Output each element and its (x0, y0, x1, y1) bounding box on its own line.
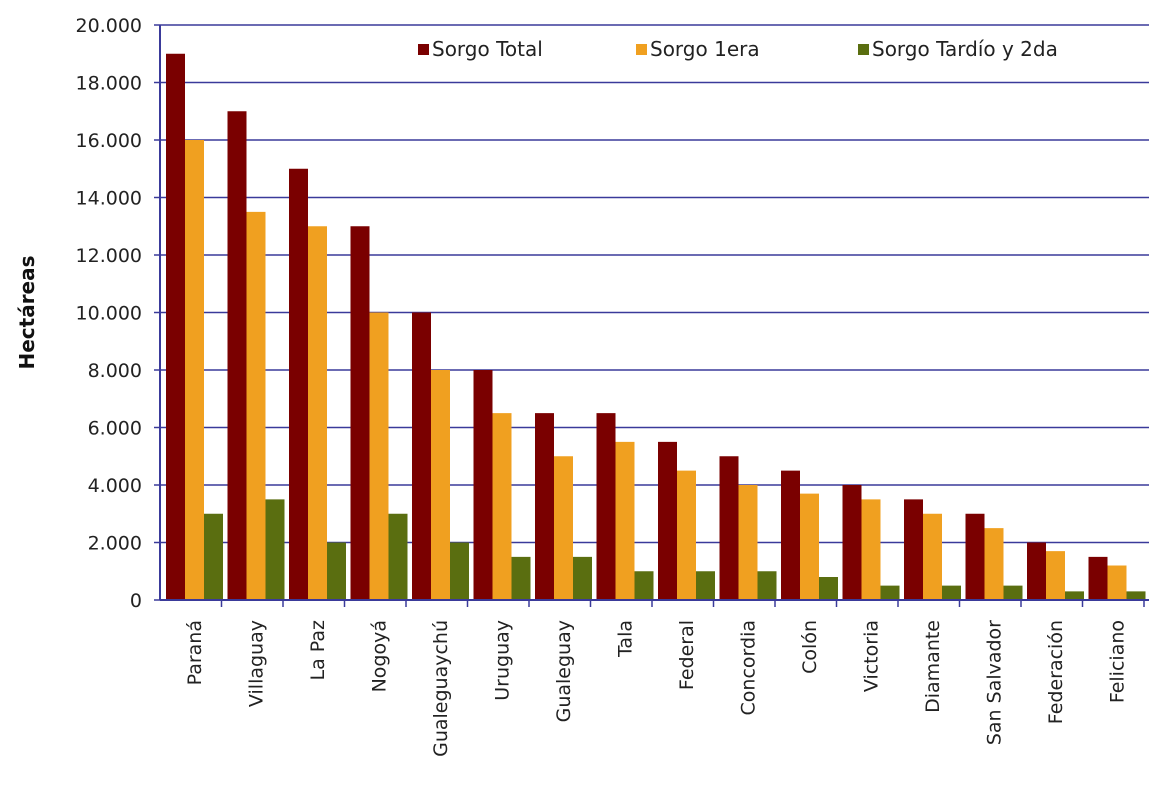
bar-sorgo-1era (554, 456, 573, 600)
bar-sorgo-total (842, 485, 862, 600)
bar-sorgo-1era (738, 485, 758, 600)
bar-sorgo-tard-o-y-2da (1126, 591, 1146, 600)
bar-sorgo-1era (492, 413, 512, 600)
y-axis-label: Hectáreas (15, 255, 39, 369)
x-tick-label: Gualeguay (553, 620, 575, 722)
bar-sorgo-1era (308, 226, 327, 600)
bar-sorgo-total (227, 111, 247, 600)
bar-sorgo-total (904, 499, 923, 600)
bar-sorgo-1era (246, 211, 266, 600)
x-tick-label: San Salvador (983, 620, 1005, 745)
y-tick-label: 20.000 (76, 15, 142, 37)
bar-sorgo-1era (431, 370, 450, 600)
bar-sorgo-tard-o-y-2da (634, 571, 654, 600)
bar-sorgo-1era (677, 470, 696, 600)
bar-sorgo-tard-o-y-2da (757, 571, 777, 600)
bar-sorgo-total (166, 53, 185, 600)
x-tick-label: Paraná (184, 620, 206, 685)
bar-sorgo-total (289, 168, 308, 600)
bar-sorgo-total (473, 370, 493, 600)
x-tick-label: Villaguay (245, 620, 267, 707)
bar-sorgo-total (719, 456, 739, 600)
y-tick-label: 10.000 (76, 303, 142, 325)
y-tick-label: 12.000 (76, 245, 142, 267)
y-tick-label: 18.000 (76, 73, 142, 95)
legend-label: Sorgo 1era (650, 37, 760, 61)
bar-sorgo-total (535, 413, 554, 600)
x-tick-label: Nogoyá (368, 620, 390, 692)
x-tick-label: Gualeguaychú (430, 620, 452, 757)
bar-sorgo-total (781, 470, 800, 600)
legend-swatch (858, 44, 869, 55)
bar-sorgo-tard-o-y-2da (265, 499, 285, 600)
x-tick-label: Diamante (922, 620, 944, 713)
bar-sorgo-tard-o-y-2da (1003, 585, 1023, 600)
bar-sorgo-tard-o-y-2da (880, 585, 900, 600)
legend-label: Sorgo Tardío y 2da (872, 37, 1058, 61)
y-tick-label: 6.000 (88, 418, 142, 440)
x-tick-label: Victoria (860, 620, 882, 692)
axes (159, 25, 1149, 607)
y-tick-label: 4.000 (88, 475, 142, 497)
bar-sorgo-total (658, 441, 677, 600)
bar-sorgo-1era (369, 312, 389, 600)
bar-sorgo-tard-o-y-2da (696, 571, 715, 600)
x-tick-label: Feliciano (1106, 620, 1128, 703)
bar-sorgo-tard-o-y-2da (204, 513, 223, 600)
y-tick-label: 2.000 (88, 533, 142, 555)
bar-sorgo-total (412, 312, 431, 600)
y-tick-label: 16.000 (76, 130, 142, 152)
y-tick-label: 0 (130, 590, 142, 612)
bar-sorgo-tard-o-y-2da (450, 542, 469, 600)
bar-sorgo-1era (1107, 565, 1127, 600)
x-tick-labels: Paraná Villaguay La Paz Nogoyá Gualeguaychú U… (184, 620, 1129, 757)
legend: Sorgo Total Sorgo 1era Sorgo Tardío y 2da (418, 37, 1058, 61)
x-tick-label: La Paz (307, 620, 329, 681)
bar-sorgo-tard-o-y-2da (1065, 591, 1084, 600)
bar-sorgo-tard-o-y-2da (819, 577, 838, 600)
bar-sorgo-tard-o-y-2da (511, 556, 531, 600)
bar-sorgo-tard-o-y-2da (942, 585, 961, 600)
bar-sorgo-total (965, 513, 985, 600)
bar-sorgo-total (596, 413, 616, 600)
bar-sorgo-1era (1046, 551, 1065, 600)
bar-sorgo-1era (615, 441, 635, 600)
bar-sorgo-1era (800, 493, 819, 600)
x-tick-label: Uruguay (491, 620, 513, 701)
bar-sorgo-1era (923, 513, 942, 600)
bar-sorgo-total (1027, 542, 1046, 600)
y-tick-label: 14.000 (76, 188, 142, 210)
x-tick-label: Concordia (737, 620, 759, 715)
x-tick-label: Federación (1045, 620, 1067, 724)
bars (166, 53, 1146, 600)
bar-sorgo-tard-o-y-2da (388, 513, 408, 600)
bar-sorgo-total (1088, 556, 1108, 600)
bar-sorgo-total (350, 226, 370, 600)
x-tick-label: Federal (676, 620, 698, 690)
x-tick-label: Tala (614, 620, 636, 658)
bar-sorgo-tard-o-y-2da (327, 542, 346, 600)
legend-label: Sorgo Total (432, 37, 543, 61)
bar-sorgo-tard-o-y-2da (573, 556, 592, 600)
y-tick-labels: 0 2.000 4.000 6.000 8.000 10.000 12.000 14.000 1… (76, 15, 142, 612)
bar-sorgo-1era (984, 528, 1004, 600)
legend-swatch (418, 44, 429, 55)
x-tick-label: Colón (799, 620, 821, 674)
bar-sorgo-1era (861, 499, 881, 600)
legend-swatch (636, 44, 647, 55)
y-tick-label: 8.000 (88, 360, 142, 382)
bar-sorgo-1era (185, 140, 204, 600)
